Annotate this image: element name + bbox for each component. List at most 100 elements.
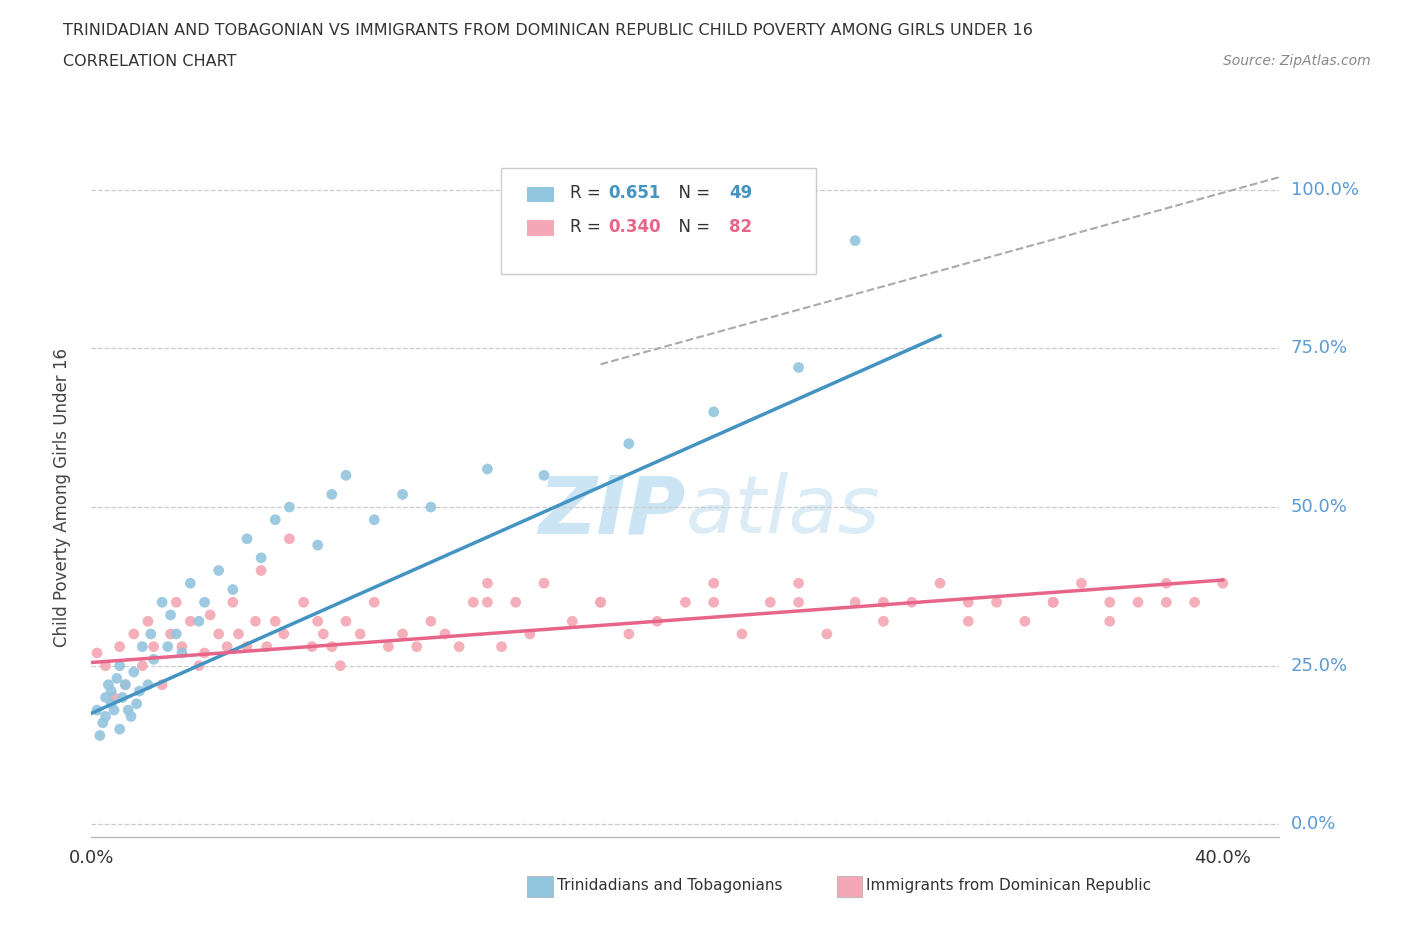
Text: 0.340: 0.340 [609, 219, 661, 236]
Point [463, 595, 485, 610]
Point [128, 684, 150, 698]
Point [208, 627, 231, 642]
Point [307, 614, 329, 629]
Point [505, 595, 527, 610]
Point [307, 538, 329, 552]
Point [89, 728, 111, 743]
Point [363, 595, 385, 610]
Point [957, 595, 980, 610]
Point [519, 627, 541, 642]
Point [477, 595, 499, 610]
Point [156, 639, 179, 654]
Point [139, 627, 162, 642]
Point [228, 627, 250, 642]
Point [142, 652, 165, 667]
Point [321, 639, 343, 654]
Y-axis label: Child Poverty Among Girls Under 16: Child Poverty Among Girls Under 16 [53, 348, 72, 647]
Point [1126, 595, 1149, 610]
Point [122, 627, 145, 642]
Text: ZIP: ZIP [538, 472, 685, 551]
Text: 25.0%: 25.0% [1291, 657, 1348, 674]
Text: Source: ZipAtlas.com: Source: ZipAtlas.com [1223, 54, 1371, 68]
Point [179, 576, 201, 591]
Point [1098, 614, 1121, 629]
Point [617, 436, 640, 451]
Point [292, 595, 315, 610]
Point [193, 645, 215, 660]
Point [900, 595, 922, 610]
Text: 75.0%: 75.0% [1291, 339, 1348, 357]
Text: CORRELATION CHART: CORRELATION CHART [63, 54, 236, 69]
Point [391, 627, 413, 642]
Point [703, 576, 725, 591]
Point [150, 677, 173, 692]
Point [136, 677, 159, 692]
Point [179, 614, 201, 629]
Point [433, 627, 456, 642]
Point [122, 665, 145, 680]
Text: R =: R = [571, 219, 606, 236]
Point [1098, 595, 1121, 610]
Point [111, 690, 134, 705]
Point [170, 645, 193, 660]
Bar [527, 220, 554, 236]
Text: N =: N = [668, 219, 716, 236]
Text: R =: R = [571, 184, 606, 203]
Point [561, 614, 583, 629]
Point [193, 595, 215, 610]
Point [264, 614, 287, 629]
Point [170, 639, 193, 654]
Point [94, 658, 117, 673]
Point [335, 614, 357, 629]
Point [533, 576, 555, 591]
Point [703, 595, 725, 610]
Point [278, 499, 301, 514]
Point [108, 722, 131, 737]
Point [100, 684, 122, 698]
Point [165, 595, 187, 610]
Text: 0.0%: 0.0% [1291, 816, 1336, 833]
Point [159, 607, 181, 622]
Point [108, 658, 131, 673]
Point [349, 627, 371, 642]
Point [703, 405, 725, 419]
Point [97, 677, 120, 692]
Text: 49: 49 [730, 184, 752, 203]
Point [589, 595, 612, 610]
Point [363, 512, 385, 527]
Point [787, 360, 810, 375]
Point [759, 595, 782, 610]
Point [103, 690, 125, 705]
Point [1042, 595, 1064, 610]
Text: 100.0%: 100.0% [1291, 180, 1358, 199]
Point [589, 595, 612, 610]
Point [335, 468, 357, 483]
Point [187, 614, 209, 629]
Point [91, 715, 114, 730]
Point [125, 697, 148, 711]
Point [150, 595, 173, 610]
Point [120, 709, 142, 724]
Point [131, 658, 153, 673]
Point [159, 627, 181, 642]
Point [136, 614, 159, 629]
Point [103, 703, 125, 718]
Point [787, 576, 810, 591]
Text: Trinidadians and Tobagonians: Trinidadians and Tobagonians [557, 878, 782, 893]
Point [222, 582, 245, 597]
Point [222, 595, 245, 610]
Point [236, 639, 259, 654]
Point [94, 690, 117, 705]
Point [1184, 595, 1206, 610]
Point [844, 233, 866, 248]
Point [114, 677, 136, 692]
Point [1156, 576, 1178, 591]
Point [419, 499, 441, 514]
Point [645, 614, 668, 629]
Point [872, 595, 894, 610]
Point [329, 658, 352, 673]
FancyBboxPatch shape [502, 168, 815, 273]
Point [1042, 595, 1064, 610]
Text: TRINIDADIAN AND TOBAGONIAN VS IMMIGRANTS FROM DOMINICAN REPUBLIC CHILD POVERTY A: TRINIDADIAN AND TOBAGONIAN VS IMMIGRANTS… [63, 23, 1033, 38]
Text: atlas: atlas [685, 472, 880, 551]
